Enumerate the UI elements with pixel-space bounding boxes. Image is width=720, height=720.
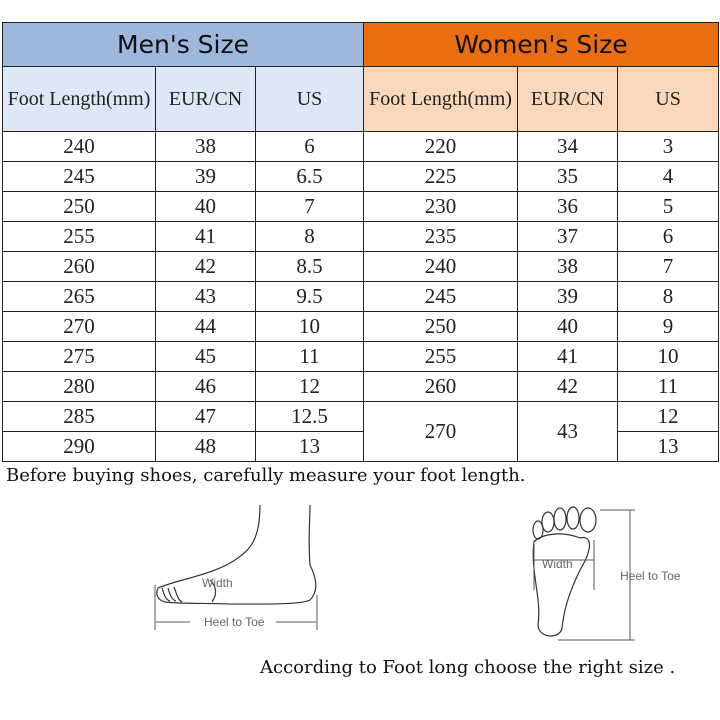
women-cell: 230 (363, 191, 519, 222)
women-cell: 38 (517, 251, 619, 282)
table-row: 250 40 7 230 36 5 (2, 191, 720, 222)
table-row: 255 41 8 235 37 6 (2, 221, 720, 252)
men-cell: 6 (254, 131, 365, 162)
women-size-title: Women's Size (363, 22, 720, 67)
men-cell: 250 (2, 191, 156, 222)
width-label: Width (202, 576, 233, 590)
men-cell: 7 (254, 191, 365, 222)
table-row: 245 39 6.5 225 35 4 (2, 161, 720, 192)
women-cell: 12 (617, 401, 720, 432)
women-cell: 11 (617, 371, 720, 402)
men-cell: 10 (254, 311, 365, 342)
men-cell: 41 (155, 221, 256, 252)
men-header-0: Foot Length(mm) (2, 66, 156, 132)
women-cell: 235 (363, 221, 519, 252)
table-row: 265 43 9.5 245 39 8 (2, 281, 720, 312)
women-cell: 5 (617, 191, 720, 222)
measure-instruction: Before buying shoes, carefully measure y… (6, 465, 526, 486)
women-cell: 260 (363, 371, 519, 402)
women-cell: 225 (363, 161, 519, 192)
sole-foot-diagram: Width Heel to Toe (532, 506, 681, 641)
men-cell: 8 (254, 221, 365, 252)
women-cell: 245 (363, 281, 519, 312)
women-cell: 40 (517, 311, 619, 342)
men-cell: 245 (2, 161, 156, 192)
men-cell: 9.5 (254, 281, 365, 312)
women-cell: 42 (517, 371, 619, 402)
men-cell: 44 (155, 311, 256, 342)
table-row: 260 42 8.5 240 38 7 (2, 251, 720, 282)
women-cell: 255 (363, 341, 519, 372)
men-cell: 270 (2, 311, 156, 342)
women-header-2: US (617, 66, 720, 132)
women-cell: 43 (517, 401, 619, 462)
women-cell: 240 (363, 251, 519, 282)
men-cell: 39 (155, 161, 256, 192)
size-choice-instruction: According to Foot long choose the right … (260, 657, 676, 678)
table-row: 275 45 11 255 41 10 (2, 341, 720, 372)
men-size-title: Men's Size (1, 22, 365, 67)
men-cell: 40 (155, 191, 256, 222)
men-header-1: EUR/CN (155, 66, 256, 132)
women-cell: 9 (617, 311, 720, 342)
women-cell: 6 (617, 221, 720, 252)
women-cell: 37 (517, 221, 619, 252)
table-row: 285 47 12.5 270 43 12 (2, 401, 720, 462)
women-cell: 220 (363, 131, 519, 162)
men-cell: 11 (254, 341, 365, 372)
women-header-1: EUR/CN (517, 66, 619, 132)
men-cell: 280 (2, 371, 156, 402)
men-cell: 285 (2, 401, 156, 432)
table-row: 280 46 12 260 42 11 (2, 371, 720, 402)
men-cell: 240 (2, 131, 156, 162)
men-cell: 45 (155, 341, 256, 372)
women-cell: 13 (617, 431, 720, 462)
table-row: 240 38 6 220 34 3 (2, 131, 720, 162)
heel-to-toe-label: Heel to Toe (204, 615, 265, 629)
women-header-0: Foot Length(mm) (363, 66, 519, 132)
sole-heel-to-toe-label: Heel to Toe (620, 569, 681, 583)
table-row: 270 44 10 250 40 9 (2, 311, 720, 342)
men-cell: 12 (254, 371, 365, 402)
women-cell: 41 (517, 341, 619, 372)
women-cell: 36 (517, 191, 619, 222)
men-cell: 48 (155, 431, 256, 462)
men-cell: 42 (155, 251, 256, 282)
women-cell: 8 (617, 281, 720, 312)
women-cell: 10 (617, 341, 720, 372)
men-cell: 290 (2, 431, 156, 462)
table-row: 290 48 13 13 (2, 431, 720, 462)
women-cell: 270 (363, 401, 519, 462)
men-cell: 13 (254, 431, 365, 462)
women-cell: 7 (617, 251, 720, 282)
men-cell: 275 (2, 341, 156, 372)
women-cell: 250 (363, 311, 519, 342)
men-cell: 47 (155, 401, 256, 432)
men-cell: 265 (2, 281, 156, 312)
women-cell: 34 (517, 131, 619, 162)
women-cell: 39 (517, 281, 619, 312)
size-chart-table: Men's Size Women's Size Foot Length(mm) E… (1, 22, 720, 462)
men-cell: 255 (2, 221, 156, 252)
men-cell: 43 (155, 281, 256, 312)
men-cell: 8.5 (254, 251, 365, 282)
women-cell: 4 (617, 161, 720, 192)
men-cell: 46 (155, 371, 256, 402)
men-cell: 38 (155, 131, 256, 162)
men-cell: 12.5 (254, 401, 365, 432)
sole-width-label: Width (542, 557, 573, 571)
men-cell: 260 (2, 251, 156, 282)
women-cell: 3 (617, 131, 720, 162)
men-header-2: US (254, 66, 365, 132)
women-cell: 35 (517, 161, 619, 192)
side-foot-diagram: Width Heel to Toe (154, 504, 318, 630)
men-cell: 6.5 (254, 161, 365, 192)
